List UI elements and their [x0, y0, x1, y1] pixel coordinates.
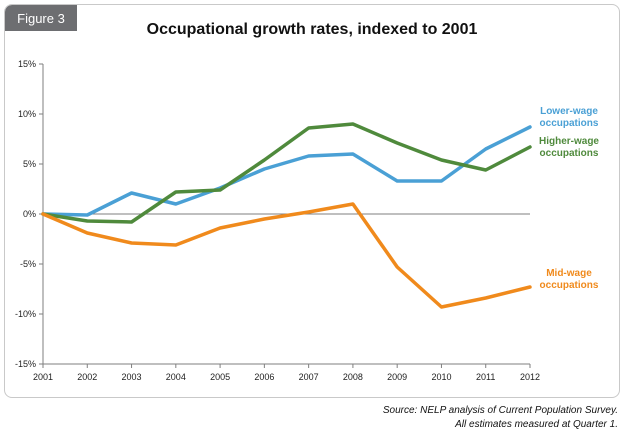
series-label: Mid-wage occupations	[540, 268, 599, 291]
chart-title: Occupational growth rates, indexed to 20…	[146, 21, 478, 38]
series-label-line: Higher-wage	[539, 136, 599, 147]
x-tick-label: 2010	[431, 372, 451, 382]
y-tick-label: 5%	[23, 159, 36, 169]
series-label-line: Lower-wage	[540, 106, 598, 117]
x-tick-label: 2003	[122, 372, 142, 382]
figure-label: Figure 3	[5, 5, 77, 31]
source-line: Source: NELP analysis of Current Populat…	[382, 405, 618, 416]
x-tick-label: 2001	[33, 372, 53, 382]
x-tick-label: 2005	[210, 372, 230, 382]
y-tick-label: 10%	[18, 109, 36, 119]
x-tick-label: 2002	[77, 372, 97, 382]
x-tick-label: 2011	[476, 372, 495, 382]
x-tick-label: 2009	[387, 372, 407, 382]
source-note: Source: NELP analysis of Current Populat…	[383, 404, 618, 432]
line-chart: -15% -10% -5% 0% 5% 10% 15% 2001 2002 2003 2004 200…	[15, 59, 599, 382]
x-tick-label: 2012	[520, 372, 540, 382]
source-line: All estimates measured at Quarter 1.	[455, 419, 618, 430]
series-line-0	[41, 125, 532, 217]
series-label-line: Mid-wage	[546, 268, 592, 279]
x-tick-label: 2008	[343, 372, 363, 382]
y-tick-label: -5%	[20, 259, 36, 269]
y-tick-label: -10%	[15, 309, 36, 319]
series-label: Higher-wage occupations	[539, 136, 599, 159]
figure-frame: Figure 3 Occupational growth rates, inde…	[4, 4, 620, 398]
series-label-line: occupations	[540, 280, 599, 291]
x-tick-label: 2006	[254, 372, 274, 382]
series-line-2	[41, 202, 532, 309]
y-tick-label: 0%	[23, 209, 36, 219]
series-label-line: occupations	[540, 118, 599, 129]
x-tick-label: 2004	[166, 372, 186, 382]
y-tick-label: 15%	[18, 59, 36, 69]
x-tick-label: 2007	[299, 372, 319, 382]
series-label-line: occupations	[540, 148, 599, 159]
y-tick-label: -15%	[15, 359, 36, 369]
series-label: Lower-wage occupations	[540, 106, 599, 129]
series-line-1	[41, 122, 532, 224]
